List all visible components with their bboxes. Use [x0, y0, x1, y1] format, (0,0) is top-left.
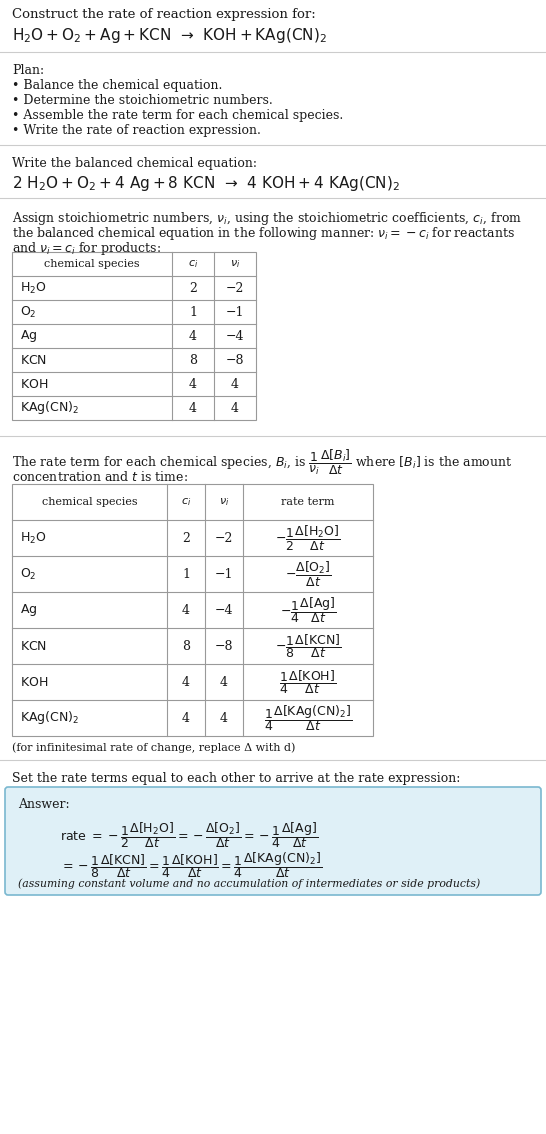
Text: 4: 4 [220, 676, 228, 688]
Text: concentration and $t$ is time:: concentration and $t$ is time: [12, 469, 188, 484]
Text: 1: 1 [189, 305, 197, 319]
Text: 4: 4 [231, 401, 239, 415]
Text: The rate term for each chemical species, $B_i$, is $\dfrac{1}{\nu_i}\dfrac{\Delt: The rate term for each chemical species,… [12, 448, 513, 477]
Text: chemical species: chemical species [41, 497, 137, 507]
Text: $\mathrm{H_2O + O_2 + Ag + KCN}$  →  $\mathrm{KOH + KAg(CN)_2}$: $\mathrm{H_2O + O_2 + Ag + KCN}$ → $\mat… [12, 26, 327, 45]
Bar [12, 484, 373, 736]
Text: $\mathrm{Ag}$: $\mathrm{Ag}$ [20, 328, 38, 344]
Text: • Determine the stoichiometric numbers.: • Determine the stoichiometric numbers. [12, 94, 273, 107]
Text: −2: −2 [215, 532, 233, 544]
Text: −4: −4 [215, 603, 233, 617]
Text: −8: −8 [225, 354, 244, 366]
Text: $\mathrm{2\ H_2O + O_2 + 4\ Ag + 8\ KCN}$  →  $\mathrm{4\ KOH + 4\ KAg(CN)_2}$: $\mathrm{2\ H_2O + O_2 + 4\ Ag + 8\ KCN}… [12, 174, 400, 193]
Text: $\mathrm{KCN}$: $\mathrm{KCN}$ [20, 354, 47, 366]
Text: −1: −1 [215, 567, 233, 581]
Text: • Assemble the rate term for each chemical species.: • Assemble the rate term for each chemic… [12, 109, 343, 122]
Text: • Write the rate of reaction expression.: • Write the rate of reaction expression. [12, 124, 261, 137]
Text: and $\nu_i = c_i$ for products:: and $\nu_i = c_i$ for products: [12, 240, 161, 257]
Text: $-\dfrac{1}{2}\dfrac{\Delta[\mathrm{H_2O}]}{\Delta t}$: $-\dfrac{1}{2}\dfrac{\Delta[\mathrm{H_2O… [275, 524, 341, 552]
Text: the balanced chemical equation in the following manner: $\nu_i = -c_i$ for react: the balanced chemical equation in the fo… [12, 225, 515, 242]
Text: 4: 4 [231, 378, 239, 390]
Text: $\mathrm{O_2}$: $\mathrm{O_2}$ [20, 567, 37, 582]
Text: Assign stoichiometric numbers, $\nu_i$, using the stoichiometric coefficients, $: Assign stoichiometric numbers, $\nu_i$, … [12, 210, 522, 227]
Text: $c_i$: $c_i$ [181, 496, 191, 508]
Text: Answer:: Answer: [18, 798, 70, 811]
Text: 4: 4 [220, 711, 228, 725]
Text: $\mathrm{KCN}$: $\mathrm{KCN}$ [20, 640, 47, 652]
Text: $\mathrm{KAg(CN)_2}$: $\mathrm{KAg(CN)_2}$ [20, 399, 79, 416]
Text: 2: 2 [182, 532, 190, 544]
Text: 4: 4 [182, 676, 190, 688]
Text: 4: 4 [189, 330, 197, 342]
Text: 4: 4 [189, 401, 197, 415]
Text: 4: 4 [182, 603, 190, 617]
Text: $\mathrm{KOH}$: $\mathrm{KOH}$ [20, 676, 48, 688]
Text: −1: −1 [225, 305, 244, 319]
Text: $\mathrm{H_2O}$: $\mathrm{H_2O}$ [20, 531, 46, 545]
Text: $\nu_i$: $\nu_i$ [230, 259, 240, 270]
Text: (assuming constant volume and no accumulation of intermediates or side products): (assuming constant volume and no accumul… [18, 878, 480, 889]
Text: 1: 1 [182, 567, 190, 581]
Text: Set the rate terms equal to each other to arrive at the rate expression:: Set the rate terms equal to each other t… [12, 772, 460, 785]
Text: $\mathrm{O_2}$: $\mathrm{O_2}$ [20, 304, 37, 320]
Text: rate term: rate term [281, 497, 335, 507]
Text: chemical species: chemical species [44, 259, 140, 269]
Text: 8: 8 [189, 354, 197, 366]
Text: 8: 8 [182, 640, 190, 652]
Text: 4: 4 [182, 711, 190, 725]
Text: $\dfrac{1}{4}\dfrac{\Delta[\mathrm{KOH}]}{\Delta t}$: $\dfrac{1}{4}\dfrac{\Delta[\mathrm{KOH}]… [280, 668, 337, 696]
Text: $\mathrm{Ag}$: $\mathrm{Ag}$ [20, 602, 38, 618]
Text: 2: 2 [189, 281, 197, 295]
Bar [12, 252, 256, 420]
Text: −2: −2 [226, 281, 244, 295]
Text: • Balance the chemical equation.: • Balance the chemical equation. [12, 79, 222, 92]
Text: $\mathrm{KOH}$: $\mathrm{KOH}$ [20, 378, 48, 390]
Text: $-\dfrac{1}{8}\dfrac{\Delta[\mathrm{KCN}]}{\Delta t}$: $-\dfrac{1}{8}\dfrac{\Delta[\mathrm{KCN}… [275, 632, 341, 660]
Text: $-\dfrac{\Delta[\mathrm{O_2}]}{\Delta t}$: $-\dfrac{\Delta[\mathrm{O_2}]}{\Delta t}… [284, 559, 331, 589]
Text: Construct the rate of reaction expression for:: Construct the rate of reaction expressio… [12, 8, 316, 22]
Text: $\dfrac{1}{4}\dfrac{\Delta[\mathrm{KAg(CN)_2}]}{\Delta t}$: $\dfrac{1}{4}\dfrac{\Delta[\mathrm{KAg(C… [264, 703, 352, 733]
Text: $\nu_i$: $\nu_i$ [219, 496, 229, 508]
Text: −4: −4 [225, 330, 244, 342]
Text: $= -\dfrac{1}{8}\dfrac{\Delta[\mathrm{KCN}]}{\Delta t} = \dfrac{1}{4}\dfrac{\Del: $= -\dfrac{1}{8}\dfrac{\Delta[\mathrm{KC… [60, 850, 322, 880]
Text: Write the balanced chemical equation:: Write the balanced chemical equation: [12, 156, 257, 170]
FancyBboxPatch shape [5, 787, 541, 895]
Text: 4: 4 [189, 378, 197, 390]
Text: (for infinitesimal rate of change, replace Δ with d): (for infinitesimal rate of change, repla… [12, 742, 295, 753]
Text: rate $= -\dfrac{1}{2}\dfrac{\Delta[\mathrm{H_2O}]}{\Delta t} = -\dfrac{\Delta[\m: rate $= -\dfrac{1}{2}\dfrac{\Delta[\math… [60, 820, 318, 849]
Text: $-\dfrac{1}{4}\dfrac{\Delta[\mathrm{Ag}]}{\Delta t}$: $-\dfrac{1}{4}\dfrac{\Delta[\mathrm{Ag}]… [280, 595, 336, 625]
Text: $\mathrm{H_2O}$: $\mathrm{H_2O}$ [20, 280, 46, 296]
Text: −8: −8 [215, 640, 233, 652]
Text: Plan:: Plan: [12, 64, 44, 77]
Text: $c_i$: $c_i$ [188, 259, 198, 270]
Text: $\mathrm{KAg(CN)_2}$: $\mathrm{KAg(CN)_2}$ [20, 710, 79, 727]
